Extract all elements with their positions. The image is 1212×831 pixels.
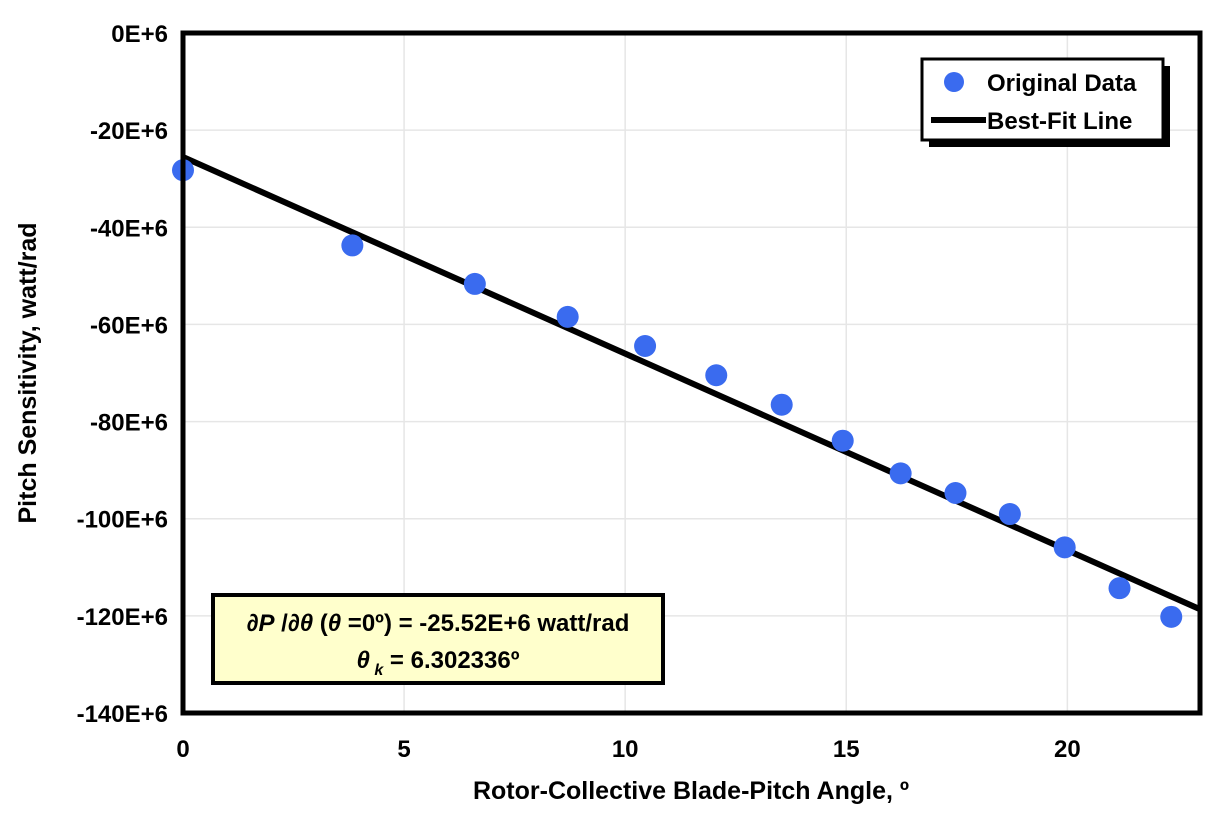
data-point (831, 429, 854, 452)
legend-marker-dot (944, 72, 964, 92)
data-point (889, 462, 912, 485)
y-axis-tick-labels: 0E+6 -20E+6 -40E+6 -60E+6 -80E+6 -100E+6 -120E… (77, 21, 168, 728)
x-tick-label: 20 (1054, 736, 1081, 763)
legend-label-best-fit-line: Best-Fit Line (987, 108, 1132, 135)
y-tick-label: -60E+6 (90, 312, 168, 339)
original-data-series (172, 159, 1183, 628)
y-tick-label: -120E+6 (77, 604, 168, 631)
annotation-frame (211, 593, 665, 685)
x-tick-label: 10 (612, 736, 639, 763)
legend: Original Data Best-Fit Line (920, 57, 1170, 147)
y-axis-title: Pitch Sensitivity, watt/rad (14, 222, 42, 523)
data-point (705, 364, 728, 387)
y-tick-label: 0E+6 (111, 21, 168, 48)
data-point (944, 482, 967, 505)
y-tick-label: -40E+6 (90, 215, 168, 242)
x-tick-label: 5 (397, 736, 410, 763)
data-point (1053, 536, 1076, 559)
y-tick-label: -100E+6 (77, 507, 168, 534)
y-tick-label: -140E+6 (77, 701, 168, 728)
x-tick-label: 15 (833, 736, 860, 763)
x-axis-tick-labels: 0 5 10 15 20 (176, 736, 1080, 763)
data-point (1108, 577, 1131, 600)
annotation-box: ∂P /∂θ (θ =0º) = -25.52E+6 watt/rad θ k =… (211, 593, 665, 685)
data-point (634, 334, 657, 357)
gridlines (183, 33, 1200, 713)
best-fit-line (181, 154, 1202, 613)
data-point (463, 272, 486, 295)
annotation-line2: θ k = 6.302336º (357, 647, 520, 679)
y-tick-label: -80E+6 (90, 410, 168, 437)
plot-border (180, 30, 1203, 716)
y-tick-label: -20E+6 (90, 118, 168, 145)
data-point (1160, 605, 1183, 628)
data-point (998, 503, 1021, 526)
x-tick-label: 0 (176, 736, 189, 763)
data-point (341, 234, 364, 257)
legend-label-original-data: Original Data (987, 70, 1137, 97)
data-point (770, 393, 793, 416)
best-fit-line-series (181, 154, 1202, 613)
data-point (556, 305, 579, 328)
x-axis-title: Rotor-Collective Blade-Pitch Angle, º (473, 777, 909, 805)
legend-frame (920, 57, 1165, 142)
annotation-line1: ∂P /∂θ (θ =0º) = -25.52E+6 watt/rad (247, 610, 630, 637)
